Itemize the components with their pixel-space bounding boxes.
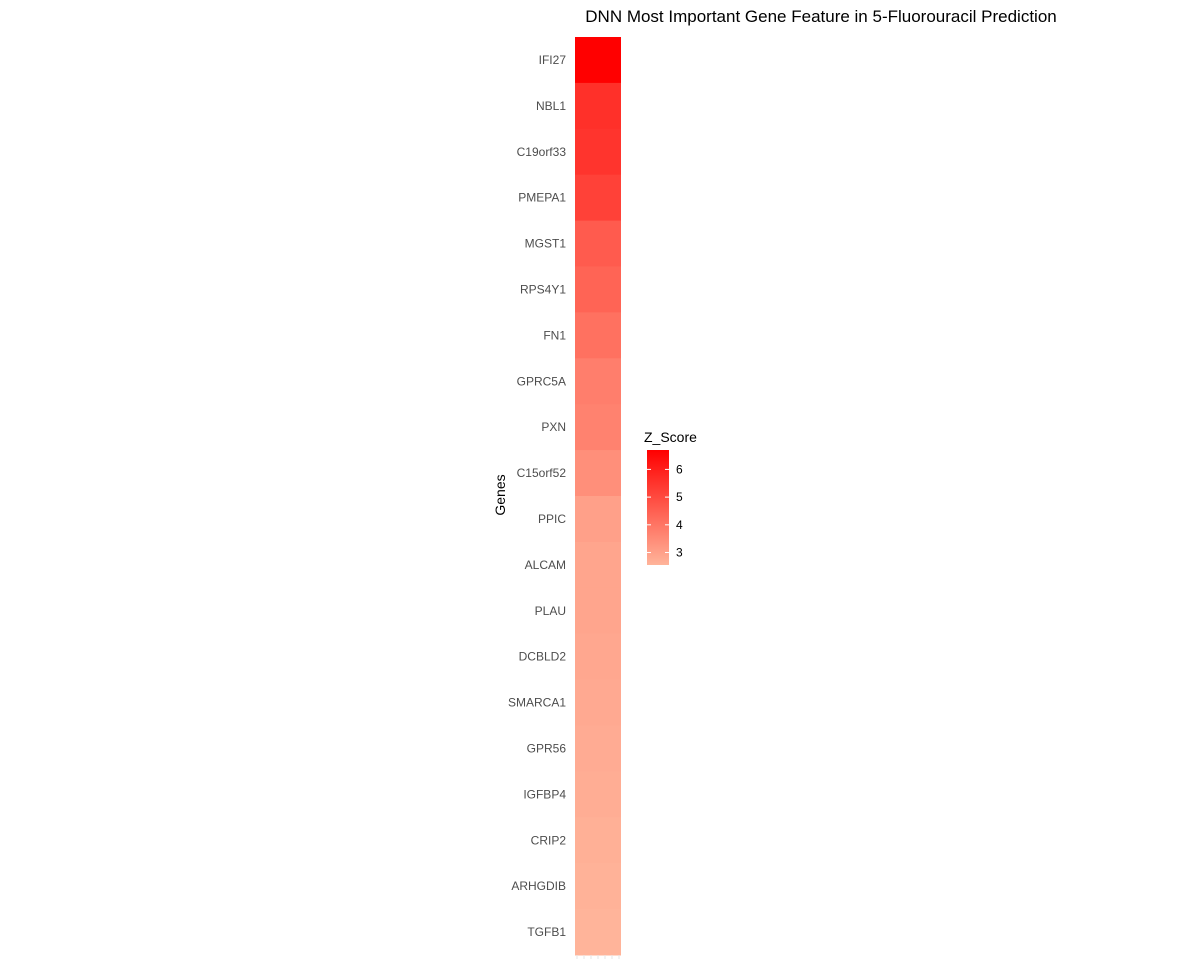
- heatmap-tile: [575, 358, 621, 405]
- y-tick-label: PPIC: [538, 512, 566, 526]
- heatmap-tile: [575, 541, 621, 589]
- y-tick-label: GPRC5A: [517, 374, 566, 388]
- heatmap-tile: [575, 725, 621, 772]
- heatmap-tile: [575, 771, 621, 818]
- heatmap-tile: [575, 174, 621, 222]
- y-tick-label: DCBLD2: [519, 650, 567, 664]
- heatmap-tile: [575, 909, 621, 956]
- heatmap-tile: [575, 633, 621, 681]
- heatmap-tile: [575, 220, 621, 267]
- y-tick-label: IGFBP4: [523, 787, 566, 801]
- heatmap-tile: [575, 266, 621, 313]
- heatmap-tile: [575, 404, 621, 451]
- heatmap-tile: [575, 587, 621, 635]
- y-tick-label: ARHGDIB: [511, 879, 566, 893]
- y-tick-label: MGST1: [525, 237, 567, 251]
- heatmap-tiles: [575, 37, 621, 956]
- y-tick-label: PXN: [541, 420, 566, 434]
- y-tick-label: CRIP2: [531, 833, 567, 847]
- legend-tick-label: 3: [676, 546, 683, 560]
- y-tick-label: RPS4Y1: [520, 282, 566, 296]
- y-tick-label: SMARCA1: [508, 696, 566, 710]
- y-tick-label: C15orf52: [517, 466, 567, 480]
- y-tick-label: IFI27: [539, 53, 567, 67]
- legend-tick-label: 4: [676, 518, 683, 532]
- heatmap-tile: [575, 817, 621, 864]
- y-tick-label: ALCAM: [525, 558, 566, 572]
- x-axis-ticks: [576, 955, 620, 959]
- heatmap-tile: [575, 312, 621, 359]
- legend-title: Z_Score: [644, 429, 697, 445]
- heatmap-tile: [575, 496, 621, 543]
- heatmap-tile: [575, 37, 621, 84]
- heatmap-tile: [575, 82, 621, 130]
- y-axis-title: Genes: [492, 474, 508, 515]
- y-tick-label: FN1: [543, 328, 566, 342]
- y-tick-label: C19orf33: [517, 145, 567, 159]
- legend-tick-label: 6: [676, 462, 683, 476]
- heatmap-tile: [575, 128, 621, 176]
- y-tick-label: PMEPA1: [518, 191, 566, 205]
- legend-tick-label: 5: [676, 490, 683, 504]
- legend-colorbar: [647, 450, 669, 565]
- y-tick-label: TGFB1: [527, 925, 566, 939]
- y-tick-label: PLAU: [535, 604, 566, 618]
- y-axis-tick-labels: IFI27 NBL1 C19orf33 PMEPA1 MGST1 RPS4Y1 FN1 GPR…: [508, 53, 566, 939]
- heatmap-tile: [575, 679, 621, 726]
- heatmap-tile: [575, 450, 621, 497]
- heatmap-tile: [575, 863, 621, 910]
- chart-title: DNN Most Important Gene Feature in 5-Flu…: [585, 7, 1056, 26]
- y-tick-label: NBL1: [536, 99, 566, 113]
- y-tick-label: GPR56: [527, 741, 567, 755]
- legend-ticks: 3 4 5 6: [647, 462, 683, 560]
